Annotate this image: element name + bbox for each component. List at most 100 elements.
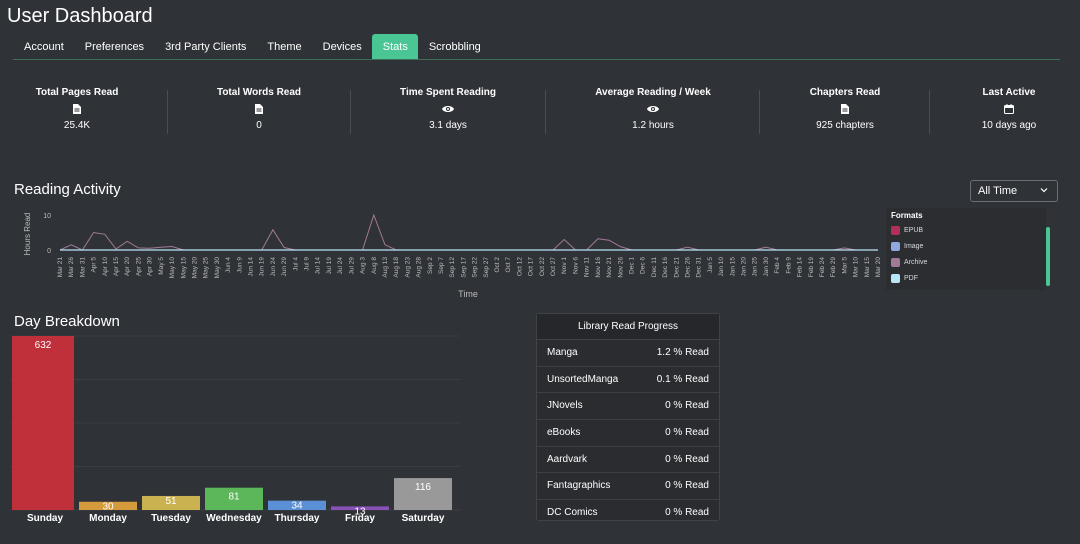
library-progress-value: 0 % Read (665, 480, 709, 492)
x-tick-label: Oct 27 (550, 257, 557, 277)
x-tick-label: May 30 (214, 257, 221, 279)
x-tick-label: Mar 20 (875, 257, 882, 278)
tab-devices[interactable]: Devices (322, 41, 362, 53)
stat-divider (545, 90, 546, 134)
library-progress-row: JNovels 0 % Read (537, 393, 719, 421)
formats-legend: Formats EPUB Image Archive PDF (886, 208, 1046, 290)
x-tick-label: Sep 27 (483, 257, 490, 278)
tab-3rd-party-clients[interactable]: 3rd Party Clients (165, 41, 247, 53)
x-tick-label: Feb 19 (808, 257, 815, 278)
x-tick-label: Sep 7 (438, 257, 445, 274)
x-tick-label: May 25 (203, 257, 210, 279)
tab-stats[interactable]: Stats (371, 34, 418, 60)
x-tick-label: Dec 26 (685, 257, 692, 278)
series-line-archive (59, 213, 878, 251)
category-label: Friday (345, 513, 375, 524)
category-label: Wednesday (206, 513, 262, 524)
eye-icon (388, 104, 508, 116)
x-tick-label: Apr 25 (135, 257, 142, 277)
bar-saturday[interactable] (394, 478, 452, 510)
x-tick-label: Mar 26 (68, 257, 75, 278)
library-progress-value: 0 % Read (665, 427, 709, 439)
legend-item-image[interactable]: Image (891, 242, 1046, 251)
bar-tuesday[interactable] (142, 495, 200, 510)
x-tick-label: May 15 (180, 257, 187, 279)
library-progress-row: Fantagraphics 0 % Read (537, 473, 719, 501)
x-tick-label: Mar 10 (853, 257, 860, 278)
x-tick-label: Jun 14 (247, 257, 254, 277)
x-tick-label: Oct 2 (494, 257, 501, 273)
library-progress-row: UnsortedManga 0.1 % Read (537, 367, 719, 394)
bar-value-label: 632 (35, 340, 52, 351)
x-tick-label: May 5 (158, 257, 165, 275)
x-tick-label: Apr 10 (102, 257, 109, 277)
document-icon (27, 104, 127, 116)
x-tick-label: Jan 10 (718, 257, 725, 277)
legend-label: Image (904, 243, 924, 250)
tab-account[interactable]: Account (24, 41, 64, 53)
library-progress-value: 0 % Read (665, 507, 709, 519)
library-progress-value: 0.1 % Read (656, 373, 709, 385)
legend-label: Archive (904, 259, 928, 266)
stat-last-active: Last Active 10 days ago (968, 87, 1050, 131)
x-tick-label: Dec 11 (651, 257, 658, 277)
x-tick-label: Mar 21 (57, 257, 64, 278)
day-breakdown-chart: 632 30 51 81 34 13 116 Sunday Monday Tuesday Wedn… (10, 335, 460, 524)
x-tick-label: Sep 22 (472, 257, 479, 278)
x-tick-label: Mar 15 (864, 257, 871, 278)
legend-swatch (891, 274, 900, 283)
x-tick-label: Nov 11 (584, 257, 591, 277)
tab-theme[interactable]: Theme (267, 41, 302, 53)
bar-value-label: 34 (291, 501, 303, 512)
bar-monday[interactable] (79, 501, 137, 510)
x-tick-label: Oct 22 (539, 257, 546, 277)
y-tick-label: 0 (47, 248, 51, 255)
time-range-select[interactable]: All Time (970, 180, 1058, 202)
bar-friday[interactable] (331, 506, 389, 510)
tab-preferences[interactable]: Preferences (84, 41, 145, 53)
stat-label: Total Words Read (216, 87, 302, 98)
x-tick-label: May 10 (169, 257, 176, 279)
library-progress-row: DC Comics 0 % Read (537, 500, 719, 526)
library-name: UnsortedManga (547, 373, 619, 385)
bar-value-label: 13 (354, 506, 366, 517)
legend-item-epub[interactable]: EPUB (891, 226, 1046, 235)
library-name: eBooks (547, 427, 581, 439)
stat-value: 0 (256, 120, 262, 131)
legend-scrollbar[interactable] (1046, 227, 1050, 286)
category-label: Monday (89, 513, 127, 524)
legend-swatch (891, 242, 900, 251)
x-tick-label: Dec 6 (640, 257, 647, 274)
reading-activity-chart: Hours Read Time Mar 21 Mar 26 Mar 31 Apr 5 A… (23, 213, 882, 299)
x-tick-label: Jul 9 (304, 257, 311, 271)
x-tick-label: Jun 24 (270, 257, 277, 277)
bar-value-label: 30 (102, 502, 114, 513)
x-tick-label: Nov 16 (595, 257, 602, 278)
bar-value-label: 81 (228, 492, 240, 503)
x-tick-label: Jan 15 (729, 257, 736, 277)
x-tick-label: Apr 20 (124, 257, 131, 277)
x-tick-label: Aug 3 (360, 257, 367, 274)
legend-label: PDF (904, 275, 918, 282)
bar-value-label: 116 (415, 482, 431, 493)
stat-label: Chapters Read (809, 87, 881, 98)
chevron-down-icon (1039, 185, 1049, 198)
library-progress-row: Aardvark 0 % Read (537, 447, 719, 474)
bar-sunday[interactable] (12, 336, 74, 510)
x-tick-label: Sep 12 (449, 257, 456, 278)
legend-item-pdf[interactable]: PDF (891, 274, 1046, 283)
stat-divider (350, 90, 351, 134)
x-tick-label: Feb 29 (830, 257, 837, 278)
stat-divider (929, 90, 930, 134)
bar-wednesday[interactable] (205, 487, 263, 510)
stat-total-pages-read: Total Pages Read 25.4K (27, 87, 127, 131)
tab-scrobbling[interactable]: Scrobbling (428, 41, 481, 53)
bar-thursday[interactable] (268, 500, 326, 510)
x-tick-label: Oct 7 (505, 257, 512, 273)
x-tick-label: Dec 16 (662, 257, 669, 278)
x-tick-label: Aug 8 (371, 257, 378, 274)
legend-label: EPUB (904, 227, 924, 234)
library-progress-value: 1.2 % Read (656, 347, 709, 358)
legend-item-archive[interactable]: Archive (891, 258, 1046, 267)
x-tick-label: Jul 19 (326, 257, 333, 275)
